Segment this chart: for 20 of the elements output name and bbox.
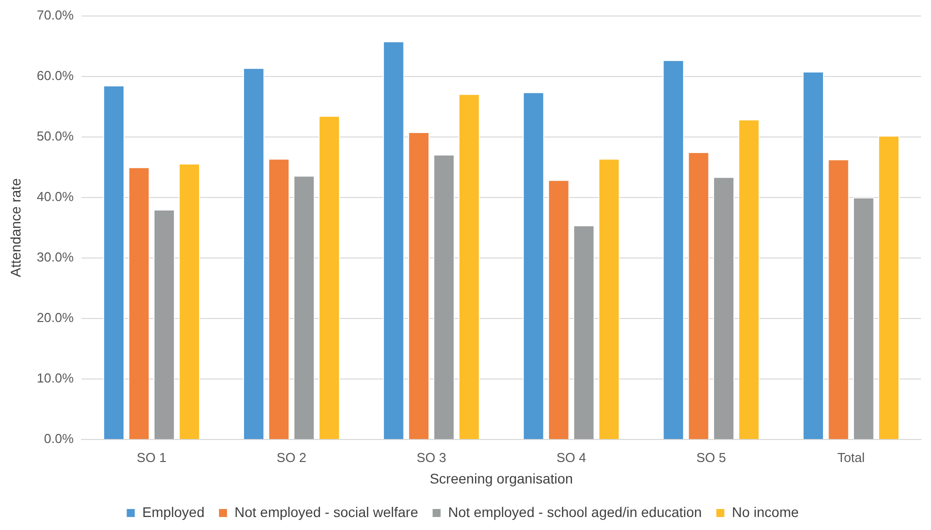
legend-label: No income: [732, 504, 799, 520]
y-tick-label: 50.0%: [36, 128, 74, 144]
x-tick-label: SO 2: [276, 450, 306, 465]
legend-label: Not employed - social welfare: [234, 504, 418, 520]
x-tick-label: SO 5: [696, 450, 726, 465]
y-tick-label: 60.0%: [36, 68, 74, 83]
legend-label: Not employed - school aged/in education: [448, 504, 702, 520]
y-tick-label: 20.0%: [36, 310, 74, 326]
x-tick-label: SO 3: [416, 450, 446, 465]
y-tick-label: 30.0%: [36, 250, 74, 265]
x-tick-label: Total: [837, 450, 865, 465]
y-tick-label: 0.0%: [44, 431, 74, 446]
y-axis-title: Attendance rate: [7, 178, 24, 278]
legend-label: Employed: [142, 504, 205, 520]
x-axis-title: Screening organisation: [430, 470, 573, 486]
x-tick-label: SO 4: [556, 450, 586, 465]
y-tick-label: 10.0%: [36, 370, 74, 386]
x-tick-label: SO 1: [136, 450, 166, 465]
y-tick-label: 70.0%: [36, 7, 74, 22]
y-tick-label: 40.0%: [36, 189, 74, 204]
